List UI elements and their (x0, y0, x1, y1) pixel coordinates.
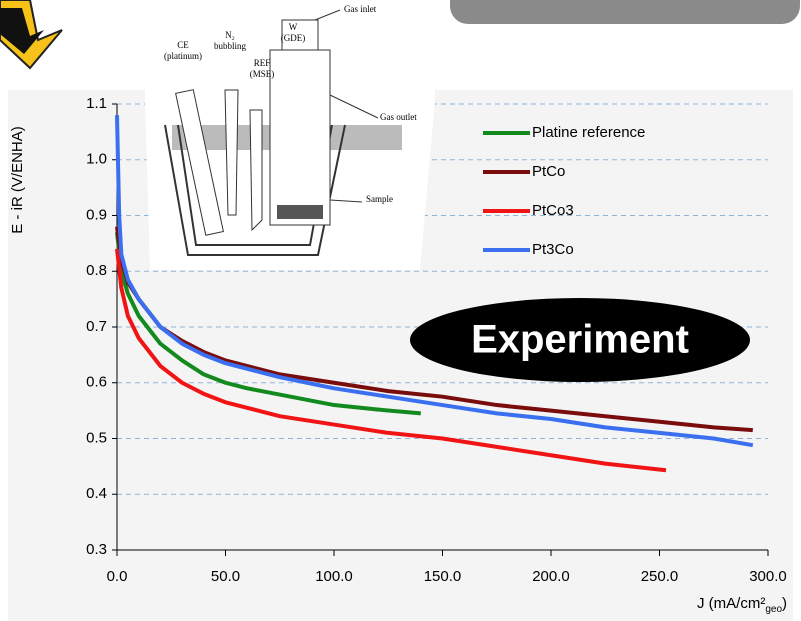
diagram-label: Sample (366, 194, 393, 204)
diagram-label: N₂ (225, 30, 235, 40)
diagram-label: CE (177, 40, 189, 50)
series-line (115, 232, 421, 416)
arrow-deco-inner (0, 8, 44, 54)
diagram-label: Gas inlet (344, 4, 377, 14)
y-tick-label: 0.4 (86, 485, 107, 502)
legend-label: Platine reference (532, 124, 645, 141)
x-tick-label: 250.0 (641, 568, 679, 585)
y-tick-label: 0.7 (86, 318, 107, 335)
x-tick-label: 100.0 (315, 568, 353, 585)
diagram-label: REF (254, 58, 271, 68)
y-tick-label: 0.8 (86, 262, 107, 279)
x-axis-label-sub: geo (765, 604, 782, 615)
series-line (115, 248, 667, 473)
diagram-label: (platinum) (164, 51, 202, 61)
diagram-label: W (289, 22, 298, 32)
w-electrode (269, 49, 331, 226)
ref-electrode (249, 109, 263, 232)
legend-label: Pt3Co (532, 241, 574, 258)
diagram-label: bubbling (214, 41, 247, 51)
legend-label: PtCo (532, 163, 565, 180)
y-tick-label: 1.0 (86, 151, 107, 168)
x-tick-label: 0.0 (107, 568, 128, 585)
diagram-label: (GDE) (281, 33, 306, 43)
x-tick-label: 150.0 (424, 568, 462, 585)
leaders (314, 9, 379, 203)
y-tick-label: 1.1 (86, 95, 107, 112)
diagram-label: Gas outlet (380, 112, 417, 122)
x-axis-label: J (mA/cm²geo) (697, 595, 787, 615)
sample-holder (277, 205, 323, 219)
apparatus-diagram: CE (platinum) N₂ bubbling REF (MSE) W (G… (145, 0, 435, 270)
annotation: Experiment (471, 318, 689, 362)
ce-electrode (175, 89, 224, 236)
legend-label: PtCo3 (532, 202, 574, 219)
annotation-badge (410, 298, 750, 382)
x-axis-label-main: J (mA/cm² (697, 595, 765, 612)
series-line (115, 115, 754, 448)
x-tick-label: 50.0 (211, 568, 240, 585)
x-tick-label: 200.0 (532, 568, 570, 585)
y-tick-label: 0.5 (86, 429, 107, 446)
x-axis-label-end: ) (782, 595, 787, 612)
w-cap (281, 19, 319, 51)
y-tick-label: 0.9 (86, 206, 107, 223)
diagram-label: (MSE) (250, 69, 275, 79)
photo-corner (450, 0, 800, 24)
y-tick-label: 0.6 (86, 374, 107, 391)
n2-tube (224, 89, 239, 216)
y-tick-label: 0.3 (86, 541, 107, 558)
y-axis-label: E - iR (V/ENHA) (9, 126, 26, 234)
x-tick-label: 300.0 (749, 568, 787, 585)
